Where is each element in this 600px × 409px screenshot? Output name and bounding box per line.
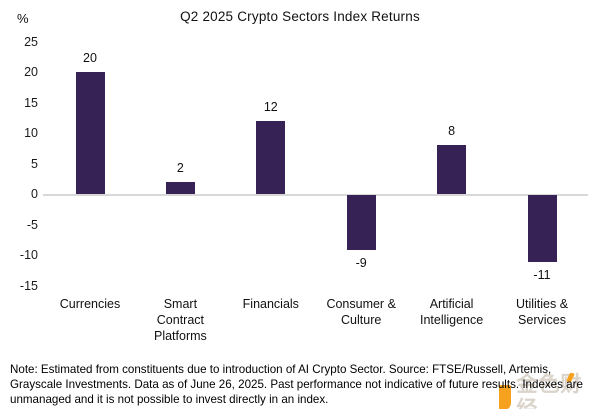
bar bbox=[346, 195, 376, 250]
bar bbox=[527, 195, 557, 263]
y-axis-tick-label: -5 bbox=[26, 217, 38, 232]
category-label: Financials bbox=[242, 297, 299, 311]
category-label: Consumer & Culture bbox=[326, 297, 396, 327]
bar bbox=[256, 120, 286, 194]
bar-value-label: 12 bbox=[263, 99, 278, 114]
y-axis-tick-label: -15 bbox=[19, 278, 38, 293]
bar-value-label: 2 bbox=[176, 160, 184, 175]
chart-title: Q2 2025 Crypto Sectors Index Returns bbox=[180, 9, 420, 24]
y-axis-tick-label: -10 bbox=[19, 248, 38, 262]
bar bbox=[437, 145, 467, 194]
category-label: Currencies bbox=[59, 297, 121, 311]
watermark-text: 金色财经 bbox=[516, 373, 583, 409]
category-label: Smart Contract Platforms bbox=[153, 297, 207, 343]
bar-value-label: 8 bbox=[448, 124, 456, 139]
bar bbox=[165, 181, 195, 194]
y-axis-tick-label: 5 bbox=[31, 156, 38, 171]
zero-axis-line bbox=[43, 194, 588, 196]
bar-value-label: -11 bbox=[533, 268, 551, 283]
y-axis-tick-label: 15 bbox=[24, 95, 38, 110]
bar bbox=[75, 72, 105, 194]
category-label: Artificial Intelligence bbox=[419, 297, 484, 327]
y-axis-tick-label: 25 bbox=[24, 34, 38, 49]
footnote-text: Note: Estimated from constituents due to… bbox=[10, 362, 583, 407]
y-axis-tick-label: 0 bbox=[31, 187, 38, 201]
y-axis-tick-label: 20 bbox=[24, 65, 38, 79]
bar-value-label: -9 bbox=[355, 255, 367, 270]
category-label: Utilities & Services bbox=[515, 297, 569, 327]
y-axis-tick-label: 10 bbox=[24, 126, 38, 140]
jinse-logo-icon bbox=[499, 384, 512, 409]
jinse-finance-watermark: 金色财经 bbox=[499, 372, 600, 409]
bar-value-label: 20 bbox=[83, 51, 97, 65]
y-axis-unit-label: % bbox=[17, 11, 29, 26]
